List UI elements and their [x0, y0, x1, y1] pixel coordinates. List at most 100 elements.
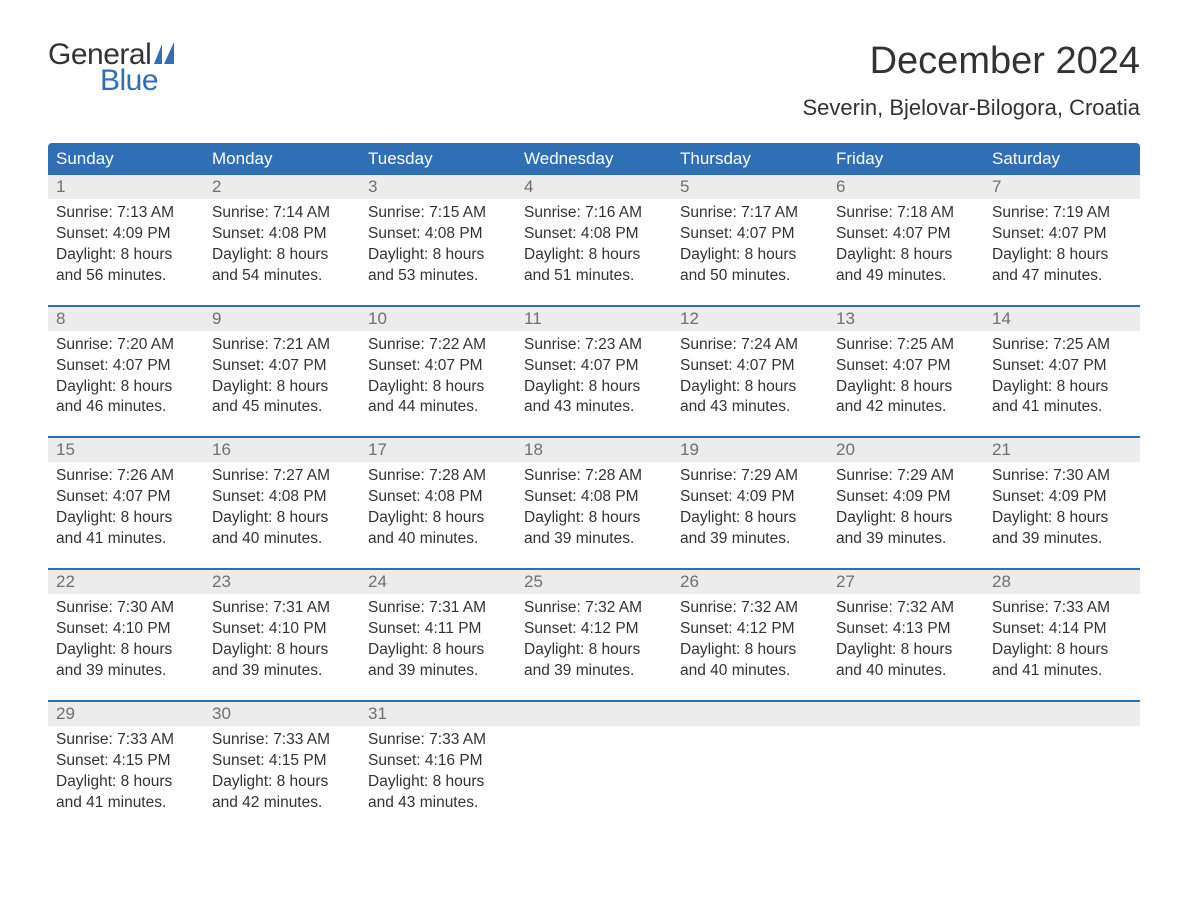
day-number	[984, 702, 1140, 726]
sunrise-line: Sunrise: 7:29 AM	[836, 466, 976, 487]
daylight-line-1: Daylight: 8 hours	[524, 508, 664, 529]
daynum-strip: 891011121314	[48, 307, 1140, 331]
sunset-line: Sunset: 4:08 PM	[212, 487, 352, 508]
sunrise-line: Sunrise: 7:17 AM	[680, 203, 820, 224]
day-number: 16	[204, 438, 360, 462]
sunset-line: Sunset: 4:07 PM	[680, 224, 820, 245]
daylight-line-2: and 39 minutes.	[212, 661, 352, 682]
sunrise-line: Sunrise: 7:22 AM	[368, 335, 508, 356]
details-strip: Sunrise: 7:20 AMSunset: 4:07 PMDaylight:…	[48, 331, 1140, 419]
day-number: 22	[48, 570, 204, 594]
sunrise-line: Sunrise: 7:25 AM	[992, 335, 1132, 356]
daylight-line-1: Daylight: 8 hours	[680, 245, 820, 266]
daylight-line-1: Daylight: 8 hours	[836, 508, 976, 529]
daylight-line-2: and 39 minutes.	[56, 661, 196, 682]
sunrise-line: Sunrise: 7:21 AM	[212, 335, 352, 356]
day-cell: Sunrise: 7:25 AMSunset: 4:07 PMDaylight:…	[984, 331, 1140, 419]
day-cell: Sunrise: 7:33 AMSunset: 4:15 PMDaylight:…	[204, 726, 360, 814]
sunset-line: Sunset: 4:15 PM	[212, 751, 352, 772]
daylight-line-1: Daylight: 8 hours	[836, 377, 976, 398]
weekday-cell: Tuesday	[360, 143, 516, 175]
daylight-line-2: and 43 minutes.	[524, 397, 664, 418]
week-block: 891011121314Sunrise: 7:20 AMSunset: 4:07…	[48, 307, 1140, 419]
day-cell: Sunrise: 7:29 AMSunset: 4:09 PMDaylight:…	[672, 462, 828, 550]
daylight-line-2: and 39 minutes.	[524, 529, 664, 550]
daylight-line-2: and 39 minutes.	[680, 529, 820, 550]
daylight-line-1: Daylight: 8 hours	[992, 245, 1132, 266]
day-cell	[516, 726, 672, 814]
logo: General Blue	[48, 40, 184, 96]
day-cell: Sunrise: 7:28 AMSunset: 4:08 PMDaylight:…	[360, 462, 516, 550]
day-number: 1	[48, 175, 204, 199]
daynum-strip: 15161718192021	[48, 438, 1140, 462]
sunset-line: Sunset: 4:09 PM	[992, 487, 1132, 508]
sunrise-line: Sunrise: 7:25 AM	[836, 335, 976, 356]
daylight-line-2: and 45 minutes.	[212, 397, 352, 418]
daylight-line-2: and 40 minutes.	[680, 661, 820, 682]
weekday-cell: Wednesday	[516, 143, 672, 175]
day-cell: Sunrise: 7:13 AMSunset: 4:09 PMDaylight:…	[48, 199, 204, 287]
daylight-line-1: Daylight: 8 hours	[56, 508, 196, 529]
week-block: 293031Sunrise: 7:33 AMSunset: 4:15 PMDay…	[48, 702, 1140, 814]
daylight-line-2: and 43 minutes.	[680, 397, 820, 418]
sunrise-line: Sunrise: 7:33 AM	[368, 730, 508, 751]
daylight-line-1: Daylight: 8 hours	[836, 245, 976, 266]
sunrise-line: Sunrise: 7:20 AM	[56, 335, 196, 356]
day-cell: Sunrise: 7:22 AMSunset: 4:07 PMDaylight:…	[360, 331, 516, 419]
day-number: 4	[516, 175, 672, 199]
sunrise-line: Sunrise: 7:31 AM	[212, 598, 352, 619]
sunrise-line: Sunrise: 7:33 AM	[992, 598, 1132, 619]
day-number: 21	[984, 438, 1140, 462]
day-cell: Sunrise: 7:33 AMSunset: 4:16 PMDaylight:…	[360, 726, 516, 814]
daylight-line-1: Daylight: 8 hours	[212, 508, 352, 529]
daylight-line-1: Daylight: 8 hours	[368, 245, 508, 266]
day-cell: Sunrise: 7:32 AMSunset: 4:13 PMDaylight:…	[828, 594, 984, 682]
daylight-line-2: and 56 minutes.	[56, 266, 196, 287]
day-cell: Sunrise: 7:32 AMSunset: 4:12 PMDaylight:…	[672, 594, 828, 682]
day-cell	[828, 726, 984, 814]
sunrise-line: Sunrise: 7:19 AM	[992, 203, 1132, 224]
day-number	[516, 702, 672, 726]
sunset-line: Sunset: 4:07 PM	[680, 356, 820, 377]
sunset-line: Sunset: 4:12 PM	[524, 619, 664, 640]
daylight-line-2: and 46 minutes.	[56, 397, 196, 418]
daylight-line-1: Daylight: 8 hours	[680, 640, 820, 661]
day-number: 9	[204, 307, 360, 331]
day-number: 25	[516, 570, 672, 594]
day-cell: Sunrise: 7:32 AMSunset: 4:12 PMDaylight:…	[516, 594, 672, 682]
sunrise-line: Sunrise: 7:14 AM	[212, 203, 352, 224]
day-number: 23	[204, 570, 360, 594]
sunset-line: Sunset: 4:07 PM	[212, 356, 352, 377]
day-cell: Sunrise: 7:21 AMSunset: 4:07 PMDaylight:…	[204, 331, 360, 419]
sail-icon	[154, 42, 184, 68]
day-cell: Sunrise: 7:20 AMSunset: 4:07 PMDaylight:…	[48, 331, 204, 419]
day-cell: Sunrise: 7:19 AMSunset: 4:07 PMDaylight:…	[984, 199, 1140, 287]
day-cell: Sunrise: 7:28 AMSunset: 4:08 PMDaylight:…	[516, 462, 672, 550]
day-number: 20	[828, 438, 984, 462]
daylight-line-2: and 47 minutes.	[992, 266, 1132, 287]
weekday-cell: Thursday	[672, 143, 828, 175]
weekday-cell: Monday	[204, 143, 360, 175]
day-number: 17	[360, 438, 516, 462]
day-number: 24	[360, 570, 516, 594]
day-number: 2	[204, 175, 360, 199]
sunrise-line: Sunrise: 7:18 AM	[836, 203, 976, 224]
day-number: 11	[516, 307, 672, 331]
day-cell: Sunrise: 7:29 AMSunset: 4:09 PMDaylight:…	[828, 462, 984, 550]
sunrise-line: Sunrise: 7:28 AM	[524, 466, 664, 487]
daylight-line-1: Daylight: 8 hours	[680, 377, 820, 398]
sunrise-line: Sunrise: 7:30 AM	[992, 466, 1132, 487]
daylight-line-2: and 43 minutes.	[368, 793, 508, 814]
daylight-line-1: Daylight: 8 hours	[368, 640, 508, 661]
daylight-line-1: Daylight: 8 hours	[524, 640, 664, 661]
week-block: 22232425262728Sunrise: 7:30 AMSunset: 4:…	[48, 570, 1140, 682]
weekday-cell: Saturday	[984, 143, 1140, 175]
daylight-line-2: and 40 minutes.	[368, 529, 508, 550]
sunrise-line: Sunrise: 7:28 AM	[368, 466, 508, 487]
daylight-line-1: Daylight: 8 hours	[368, 508, 508, 529]
week-block: 1234567Sunrise: 7:13 AMSunset: 4:09 PMDa…	[48, 175, 1140, 287]
daylight-line-1: Daylight: 8 hours	[56, 245, 196, 266]
sunset-line: Sunset: 4:16 PM	[368, 751, 508, 772]
day-number: 28	[984, 570, 1140, 594]
day-cell: Sunrise: 7:15 AMSunset: 4:08 PMDaylight:…	[360, 199, 516, 287]
